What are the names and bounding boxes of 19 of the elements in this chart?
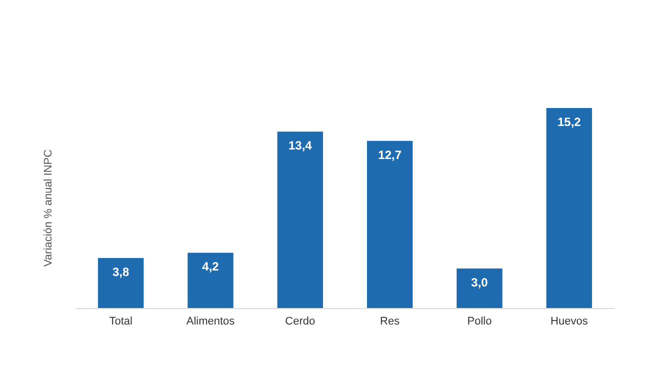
y-axis-title: Variación % anual INPC bbox=[42, 149, 54, 267]
bar bbox=[98, 258, 144, 308]
bar bbox=[456, 268, 502, 308]
data-label: 13,4 bbox=[288, 138, 312, 153]
bar bbox=[366, 140, 413, 308]
data-label: 4,2 bbox=[202, 260, 220, 274]
x-tick-label: Alimentos bbox=[186, 316, 236, 328]
x-tick-label: Res bbox=[380, 316, 400, 328]
x-tick-label: Huevos bbox=[550, 316, 588, 328]
bar bbox=[277, 132, 324, 308]
x-tick-label: Total bbox=[109, 316, 132, 328]
x-tick-label: Cerdo bbox=[285, 316, 316, 328]
data-label: 12,7 bbox=[378, 148, 402, 162]
data-label: 3,8 bbox=[112, 265, 130, 279]
bar bbox=[546, 108, 592, 308]
data-label: 3,0 bbox=[471, 276, 488, 290]
bar bbox=[188, 252, 234, 308]
x-tick-label: Pollo bbox=[467, 316, 492, 328]
data-label: 15,2 bbox=[557, 115, 582, 129]
